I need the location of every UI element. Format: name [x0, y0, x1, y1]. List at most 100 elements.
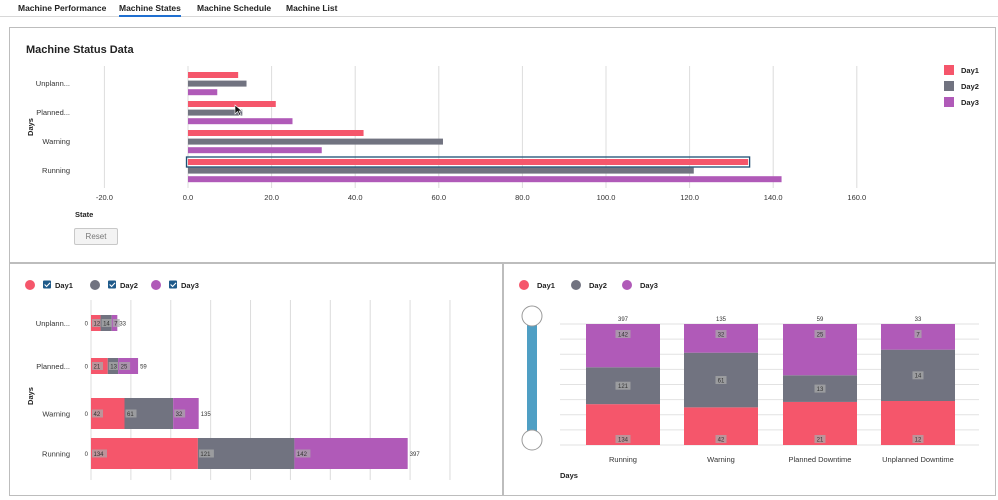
legend-label-day3: Day3 [181, 281, 199, 290]
bar-day3-warning [684, 324, 758, 353]
data-label: 142 [618, 332, 629, 338]
x-tick-label: 0.0 [183, 193, 193, 202]
data-label-bg [295, 449, 311, 458]
total-label: 135 [201, 412, 212, 418]
data-label-bg [92, 362, 103, 370]
zoom-slider-top-handle[interactable] [521, 305, 543, 327]
zoom-slider-track [527, 316, 537, 440]
bar-day1-unplann [188, 72, 239, 78]
legend-label-day1: Day1 [961, 66, 979, 75]
legend-dot-day2 [90, 280, 100, 290]
data-label-bg [174, 409, 186, 418]
bar-day1-planned [188, 101, 276, 107]
tab-machine-schedule[interactable]: Machine Schedule [197, 3, 272, 13]
data-label: 61 [718, 378, 725, 384]
base-label: 0 [85, 412, 89, 418]
legend-label-day2: Day2 [961, 82, 979, 91]
data-label: 134 [618, 437, 629, 443]
total-label: 397 [618, 317, 629, 323]
data-label-bg [119, 362, 131, 370]
data-label-bg [715, 330, 727, 338]
x-axis-label: State [75, 210, 93, 219]
stacked-bar-panel: Day1 Day2 Day3 Unplann... 0 12 14 7 33 Planned...… [9, 263, 503, 496]
bar-day2-running [197, 438, 295, 469]
legend-label-day1: Day1 [55, 281, 73, 290]
legend-checkbox-day1[interactable] [43, 280, 51, 289]
x-tick-label: 100.0 [597, 193, 616, 202]
legend-dot-day1 [519, 280, 529, 290]
data-label: 7 [916, 332, 920, 338]
total-label: 397 [410, 452, 421, 458]
data-label: 21 [94, 364, 101, 370]
data-label-bg [615, 435, 631, 443]
bar-day3-running [294, 438, 408, 469]
page-title: Machine Status Data [26, 44, 134, 56]
data-label: 61 [127, 412, 134, 418]
legend-swatch-day1 [944, 65, 954, 75]
stacked-column-panel: Day1 Day2 Day3 134 121 142 397 Running 42 61 32 135… [503, 263, 996, 496]
x-category-label: Planned Downtime [789, 455, 852, 464]
checkmark-icon [109, 282, 116, 288]
tab-bar: Machine Performance Machine States Machi… [0, 0, 998, 17]
reset-button[interactable]: Reset [74, 228, 118, 245]
selected-bar-outline [185, 156, 751, 168]
x-tick-label: 160.0 [847, 193, 866, 202]
x-category-label: Running [609, 455, 637, 464]
legend-swatch-day3 [944, 97, 954, 107]
data-label-bg [715, 376, 727, 385]
y-category-label: Planned... [36, 362, 70, 371]
data-label: 13 [110, 364, 117, 370]
x-tick-label: 60.0 [431, 193, 446, 202]
data-label-bg [108, 362, 120, 370]
legend-dot-day1 [25, 280, 35, 290]
data-label-bg [615, 381, 631, 390]
x-category-label: Unplanned Downtime [882, 455, 954, 464]
legend-label-day3: Day3 [961, 98, 979, 107]
data-label: 25 [817, 332, 824, 338]
data-label: 142 [297, 452, 308, 458]
tab-machine-performance[interactable]: Machine Performance [18, 3, 107, 13]
base-label: 0 [85, 452, 89, 458]
data-label-bg [198, 449, 214, 458]
bar-day2-warning [188, 138, 443, 145]
y-category-label: Unplann... [36, 319, 70, 328]
x-tick-label: 40.0 [348, 193, 363, 202]
data-label-bg [814, 330, 826, 338]
legend-label-day3: Day3 [640, 281, 658, 290]
y-category-label: Running [42, 450, 70, 459]
total-label: 59 [817, 317, 824, 323]
data-label: 21 [817, 437, 824, 443]
total-label: 59 [140, 365, 147, 371]
legend-label-day1: Day1 [537, 281, 555, 290]
data-label: 12 [915, 437, 922, 443]
total-label: 33 [915, 317, 922, 323]
data-label-bg [615, 330, 631, 338]
legend-checkbox-day2[interactable] [108, 280, 116, 289]
data-label: 42 [718, 437, 725, 443]
bar-day2-planned [188, 109, 243, 116]
bar-day1-running [188, 159, 749, 165]
x-tick-label: -20.0 [96, 193, 113, 202]
tab-machine-states[interactable]: Machine States [119, 3, 181, 17]
base-label: 0 [85, 365, 89, 371]
bar-day2-running [188, 167, 694, 174]
x-tick-label: 20.0 [264, 193, 279, 202]
data-label-bg [92, 319, 103, 327]
grouped-bar-chart: -20.0 0.0 20.0 40.0 60.0 80.0 100.0 120.0 140.0 1… [26, 65, 979, 219]
zoom-slider-bottom-handle[interactable] [521, 429, 543, 451]
data-label: 32 [718, 332, 725, 338]
bar-day3-planned [188, 118, 293, 125]
total-label: 33 [119, 322, 126, 328]
tab-machine-list[interactable]: Machine List [286, 3, 338, 13]
legend-label-day2: Day2 [120, 281, 138, 290]
legend-checkbox-day3[interactable] [169, 280, 177, 289]
data-label: 14 [103, 321, 110, 327]
bar-day3-warning [188, 147, 322, 154]
y-axis-label: Days [26, 118, 35, 136]
data-label-bg [715, 435, 727, 443]
data-label: 121 [618, 384, 629, 390]
total-label: 135 [716, 317, 727, 323]
data-label: 12 [94, 321, 101, 327]
bar-day3-running [188, 176, 782, 183]
x-axis-label: Days [560, 471, 578, 480]
